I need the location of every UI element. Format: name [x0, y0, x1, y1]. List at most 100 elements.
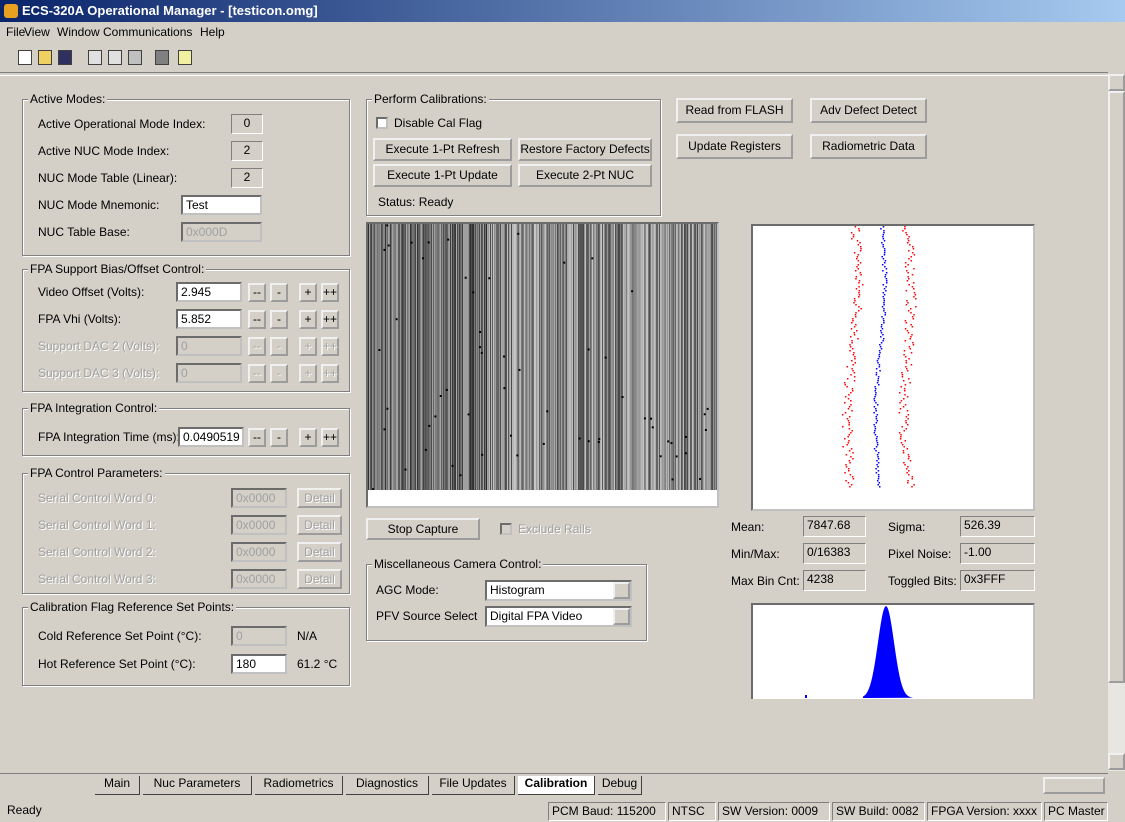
- button[interactable]: Adv Defect Detect: [810, 98, 927, 123]
- button[interactable]: -: [270, 310, 288, 329]
- group-box: [366, 99, 661, 216]
- text-field[interactable]: Test: [181, 195, 262, 215]
- field-label: Support DAC 2 (Volts):: [38, 339, 160, 353]
- button[interactable]: Restore Factory Defects: [518, 138, 652, 161]
- histogram: [753, 605, 1033, 698]
- button: Detail: [297, 542, 342, 562]
- status-text: Status: Ready: [378, 195, 454, 209]
- button[interactable]: Execute 1-Pt Refresh: [373, 138, 512, 161]
- tab[interactable]: Main: [95, 776, 140, 795]
- field-label: FPA Integration Time (ms):: [38, 430, 180, 444]
- window-controls: [1071, 3, 1087, 17]
- dropdown[interactable]: Digital FPA Video: [485, 606, 632, 627]
- button: --: [248, 364, 266, 383]
- tab-nav[interactable]: [32, 780, 46, 794]
- text-field[interactable]: 180: [231, 654, 287, 674]
- group-box: [366, 564, 647, 641]
- status-panel: SW Version: 0009: [718, 802, 830, 821]
- button[interactable]: -: [270, 283, 288, 302]
- text-field[interactable]: 5.852: [176, 309, 242, 329]
- tab-nav[interactable]: [48, 780, 62, 794]
- group-title: Active Modes:: [28, 92, 108, 106]
- dropdown[interactable]: Histogram: [485, 580, 632, 601]
- menu-item[interactable]: File: [6, 25, 26, 39]
- text-field: 0x0000: [231, 542, 287, 562]
- button[interactable]: Read from FLASH: [676, 98, 793, 123]
- tab-nav[interactable]: [64, 780, 78, 794]
- stat-value: -1.00: [960, 543, 1035, 564]
- scroll-up[interactable]: [1108, 74, 1125, 91]
- button[interactable]: +: [299, 283, 317, 302]
- button[interactable]: -: [270, 428, 288, 447]
- menu-item[interactable]: Window: [57, 25, 100, 39]
- button[interactable]: Update Registers: [676, 134, 793, 159]
- text-field[interactable]: 2.945: [176, 282, 242, 302]
- dropdown-arrow[interactable]: [613, 582, 630, 599]
- text-field: 0x0000: [231, 569, 287, 589]
- button: ++: [321, 337, 339, 356]
- stat-label: Pixel Noise:: [888, 547, 952, 561]
- toolbar-icon[interactable]: [18, 50, 32, 65]
- toolbar-icon[interactable]: [178, 50, 192, 65]
- field-label: FPA Vhi (Volts):: [38, 312, 122, 326]
- stat-label: Sigma:: [888, 520, 926, 534]
- stat-label: Mean:: [731, 520, 765, 534]
- checkbox-label: Disable Cal Flag: [394, 116, 483, 130]
- toolbar-icon[interactable]: [88, 50, 102, 65]
- button: +: [299, 337, 317, 356]
- button[interactable]: --: [248, 283, 266, 302]
- tab-nav[interactable]: [14, 780, 28, 794]
- field-label: Hot Reference Set Point (°C):: [38, 657, 196, 671]
- toolbar-icon[interactable]: [128, 50, 142, 65]
- tab[interactable]: Debug: [598, 776, 642, 795]
- menu-item[interactable]: Communications: [103, 25, 193, 39]
- button[interactable]: Execute 2-Pt NUC: [518, 164, 652, 187]
- toolbar-icon[interactable]: [38, 50, 52, 65]
- field-label: Support DAC 3 (Volts):: [38, 366, 160, 380]
- button[interactable]: ++: [321, 283, 339, 302]
- tab[interactable]: Calibration: [518, 776, 595, 795]
- field-label: Active Operational Mode Index:: [38, 117, 206, 131]
- toolbar-icon[interactable]: [58, 50, 72, 65]
- app-icon: [4, 4, 18, 18]
- menu-item[interactable]: Help: [200, 25, 225, 39]
- button: -: [270, 364, 288, 383]
- stat-value: 4238: [803, 570, 866, 591]
- button[interactable]: +: [299, 428, 317, 447]
- h-scroll[interactable]: [1043, 777, 1105, 794]
- status-panel: PC Master: [1044, 802, 1108, 821]
- dropdown-arrow[interactable]: [613, 608, 630, 625]
- tab[interactable]: File Updates: [432, 776, 515, 795]
- readout: 2: [231, 141, 263, 161]
- toolbar-icon[interactable]: [108, 50, 122, 65]
- text-field: 0x0000: [231, 515, 287, 535]
- scroll-thumb[interactable]: [1108, 91, 1125, 683]
- group-title: Miscellaneous Camera Control:: [372, 557, 544, 571]
- field-label: NUC Mode Table (Linear):: [38, 171, 178, 185]
- text-field: 0: [176, 336, 242, 356]
- checkbox[interactable]: [376, 117, 388, 129]
- menu-item[interactable]: View: [24, 25, 50, 39]
- button[interactable]: +: [299, 310, 317, 329]
- tab[interactable]: Nuc Parameters: [143, 776, 252, 795]
- button[interactable]: --: [248, 310, 266, 329]
- toolbar-icon[interactable]: [155, 50, 169, 65]
- text-field[interactable]: 0.0490519: [178, 427, 244, 447]
- button: --: [248, 337, 266, 356]
- button[interactable]: --: [248, 428, 266, 447]
- status-panel: NTSC: [668, 802, 716, 821]
- button[interactable]: Radiometric Data: [810, 134, 927, 159]
- button[interactable]: ++: [321, 428, 339, 447]
- button: -: [270, 337, 288, 356]
- field-label: NUC Table Base:: [38, 225, 130, 239]
- group-title: FPA Control Parameters:: [28, 466, 165, 480]
- scroll-down[interactable]: [1108, 753, 1125, 770]
- tab[interactable]: Radiometrics: [255, 776, 343, 795]
- button: Detail: [297, 569, 342, 589]
- button[interactable]: Execute 1-Pt Update: [373, 164, 512, 187]
- button[interactable]: ++: [321, 310, 339, 329]
- tab[interactable]: Diagnostics: [346, 776, 429, 795]
- readout: 2: [231, 168, 263, 188]
- button[interactable]: Stop Capture: [366, 518, 480, 540]
